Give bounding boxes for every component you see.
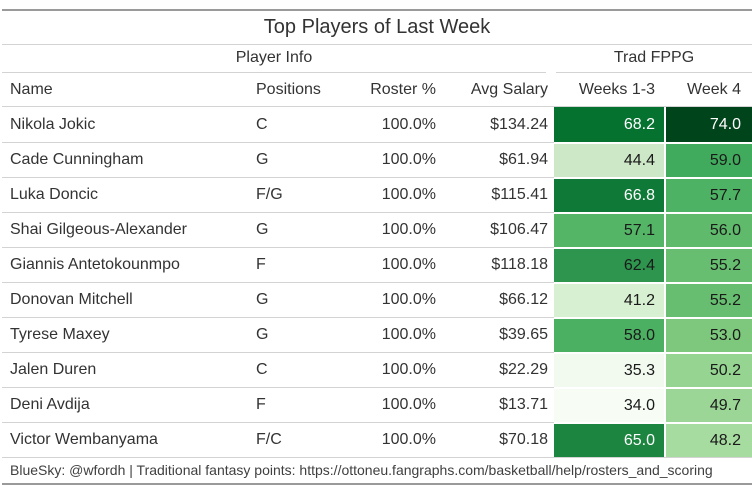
cell-roster: 100.0% (352, 317, 448, 352)
cell-salary: $61.94 (448, 142, 554, 177)
cell-name: Nikola Jokic (10, 115, 96, 133)
title-row: Top Players of Last Week (2, 11, 752, 45)
cell-week-4: 56.0 (664, 212, 752, 247)
spanner-player-info: Player Info (2, 45, 554, 73)
spanner-trad-fppg: Trad FPPG (554, 45, 752, 73)
table-row: Victor Wembanyama F/C 100.0% $70.18 65.0… (2, 422, 752, 457)
cell-weeks-1-3: 34.0 (554, 387, 664, 422)
cell-positions: G (248, 212, 352, 247)
cell-week-4: 48.2 (664, 422, 752, 457)
cell-roster: 100.0% (352, 352, 448, 387)
column-header-roster: Roster % (352, 73, 448, 107)
cell-name: Shai Gilgeous-Alexander (2, 212, 248, 247)
cell-week-4: 50.2 (664, 352, 752, 387)
cell-name: Donovan Mitchell (2, 282, 248, 317)
cell-roster: 100.0% (352, 142, 448, 177)
cell-weeks-1-3: 57.1 (554, 212, 664, 247)
cell-salary: $39.65 (448, 317, 554, 352)
cell-salary: $106.47 (448, 212, 554, 247)
cell-weeks-1-3: 68.2 (554, 107, 664, 142)
cell-name: Giannis Antetokounmpo (2, 247, 248, 282)
cell-name: Tyrese Maxey (2, 317, 248, 352)
cell-name: Cade Cunningham (2, 142, 248, 177)
top-players-table: Top Players of Last Week Player Info Tra… (2, 9, 752, 485)
table-row: Donovan Mitchell G 100.0% $66.12 41.2 55… (2, 282, 752, 317)
column-header-name: Name (2, 73, 248, 107)
column-header-positions: Positions (248, 73, 352, 107)
cell-week-4: 55.2 (664, 282, 752, 317)
source-note: BlueSky: @wfordh | Traditional fantasy p… (2, 457, 752, 483)
cell-roster: 100.0% (352, 247, 448, 282)
cell-name: Deni Avdija (2, 387, 248, 422)
table-row: Cade Cunningham G 100.0% $61.94 44.4 59.… (2, 142, 752, 177)
cell-name: Victor Wembanyama (2, 422, 248, 457)
cell-weeks-1-3: 65.0 (554, 422, 664, 457)
table-row: Nikola Jokic C 100.0% $134.24 68.2 74.0 (2, 107, 752, 142)
column-header-weeks-1-3: Weeks 1-3 (554, 73, 664, 107)
cell-week-4: 57.7 (664, 177, 752, 212)
cell-roster: 100.0% (381, 115, 436, 133)
table-title: Top Players of Last Week (2, 11, 752, 45)
cell-positions: F/C (248, 422, 352, 457)
table-row: Tyrese Maxey G 100.0% $39.65 58.0 53.0 (2, 317, 752, 352)
cell-positions: F (248, 247, 352, 282)
cell-positions: G (248, 317, 352, 352)
cell-positions: C (248, 352, 352, 387)
spanner-player-info-label: Player Info (2, 45, 546, 73)
table-row: Luka Doncic F/G 100.0% $115.41 66.8 57.7 (2, 177, 752, 212)
cell-week-4: 74.0 (664, 107, 752, 142)
cell-positions: G (248, 282, 352, 317)
table-row: Giannis Antetokounmpo F 100.0% $118.18 6… (2, 247, 752, 282)
cell-positions: F/G (248, 177, 352, 212)
spanner-row: Player Info Trad FPPG (2, 45, 752, 73)
cell-weeks-1-3: 58.0 (554, 317, 664, 352)
cell-salary: $66.12 (448, 282, 554, 317)
table-row: Shai Gilgeous-Alexander G 100.0% $106.47… (2, 212, 752, 247)
cell-name: Jalen Duren (2, 352, 248, 387)
cell-weeks-1-3: 62.4 (554, 247, 664, 282)
cell-week-4: 55.2 (664, 247, 752, 282)
cell-salary: $13.71 (448, 387, 554, 422)
column-header-salary: Avg Salary (448, 73, 554, 107)
spanner-trad-fppg-label: Trad FPPG (556, 45, 752, 73)
cell-name: Luka Doncic (2, 177, 248, 212)
cell-roster: 100.0% (352, 212, 448, 247)
cell-week-4: 53.0 (664, 317, 752, 352)
cell-salary: $115.41 (448, 177, 554, 212)
cell-weeks-1-3: 44.4 (554, 142, 664, 177)
cell-roster: 100.0% (352, 282, 448, 317)
column-header-week-4: Week 4 (664, 73, 752, 107)
cell-weeks-1-3: 66.8 (554, 177, 664, 212)
cell-roster: 100.0% (352, 177, 448, 212)
cell-salary: $22.29 (448, 352, 554, 387)
cell-salary: $70.18 (448, 422, 554, 457)
cell-weeks-1-3: 41.2 (554, 282, 664, 317)
cell-positions: F (248, 387, 352, 422)
cell-positions: C (256, 115, 268, 133)
column-header-row: Name Positions Roster % Avg Salary Weeks… (2, 73, 752, 107)
source-note-row: BlueSky: @wfordh | Traditional fantasy p… (2, 457, 752, 483)
cell-roster: 100.0% (352, 387, 448, 422)
table-row: Jalen Duren C 100.0% $22.29 35.3 50.2 (2, 352, 752, 387)
cell-positions: G (248, 142, 352, 177)
cell-salary: $134.24 (490, 115, 548, 133)
table-body: Nikola Jokic C 100.0% $134.24 68.2 74.0 … (2, 107, 752, 457)
cell-roster: 100.0% (352, 422, 448, 457)
cell-week-4: 49.7 (664, 387, 752, 422)
cell-weeks-1-3: 35.3 (554, 352, 664, 387)
table-row: Deni Avdija F 100.0% $13.71 34.0 49.7 (2, 387, 752, 422)
cell-salary: $118.18 (448, 247, 554, 282)
cell-week-4: 59.0 (664, 142, 752, 177)
